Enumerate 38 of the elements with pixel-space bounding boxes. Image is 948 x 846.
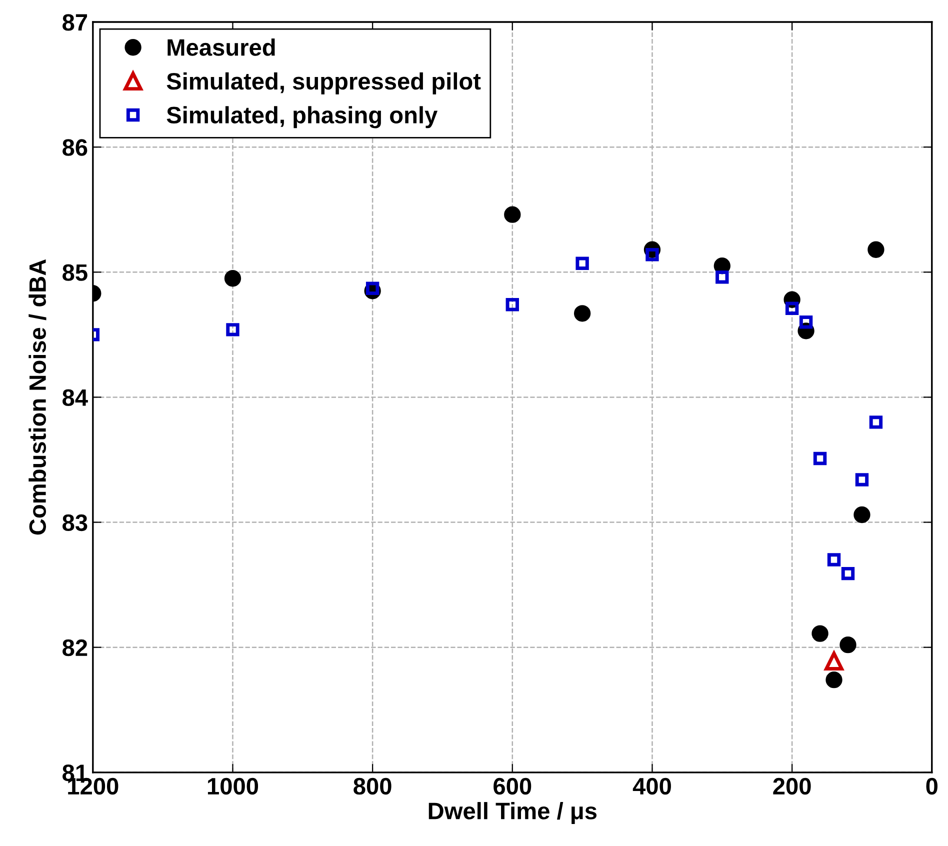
point	[504, 206, 521, 223]
point	[813, 452, 827, 466]
point	[366, 282, 380, 295]
point	[840, 636, 856, 654]
point	[812, 625, 828, 642]
point	[854, 506, 870, 524]
y-tick-label: 87	[62, 14, 88, 31]
point	[827, 553, 841, 566]
x-tick-label: 800	[354, 778, 392, 795]
point	[226, 323, 240, 336]
legend-label: Simulated, phasing only	[166, 106, 438, 128]
point	[869, 416, 883, 429]
legend-label: Measured	[168, 38, 275, 56]
y-tick-label: 86	[62, 139, 88, 156]
x-tick-label: 1000	[208, 778, 258, 795]
x-tick-label: 400	[632, 778, 671, 795]
point	[826, 672, 842, 688]
x-tick-label: 600	[494, 778, 532, 795]
y-axis-title: Combustion Noise / dBA	[28, 259, 46, 535]
point	[824, 652, 844, 670]
point	[506, 298, 519, 312]
point	[785, 302, 799, 315]
x-tick-label: 200	[773, 778, 811, 795]
x-tick-label: 0	[926, 778, 938, 795]
point	[574, 305, 591, 322]
y-tick-label: 83	[62, 514, 88, 532]
point	[841, 566, 855, 580]
point	[799, 316, 813, 329]
y-tick-label: 82	[62, 639, 88, 656]
legend-label: Simulated, suppressed pilot	[166, 72, 481, 94]
point	[576, 256, 589, 270]
point	[224, 270, 242, 287]
x-axis-title: Dwell Time / μs	[428, 802, 597, 824]
y-tick-label: 85	[62, 264, 88, 281]
point	[855, 473, 869, 486]
y-tick-label: 84	[62, 389, 88, 406]
point	[868, 241, 884, 258]
point	[716, 270, 729, 284]
